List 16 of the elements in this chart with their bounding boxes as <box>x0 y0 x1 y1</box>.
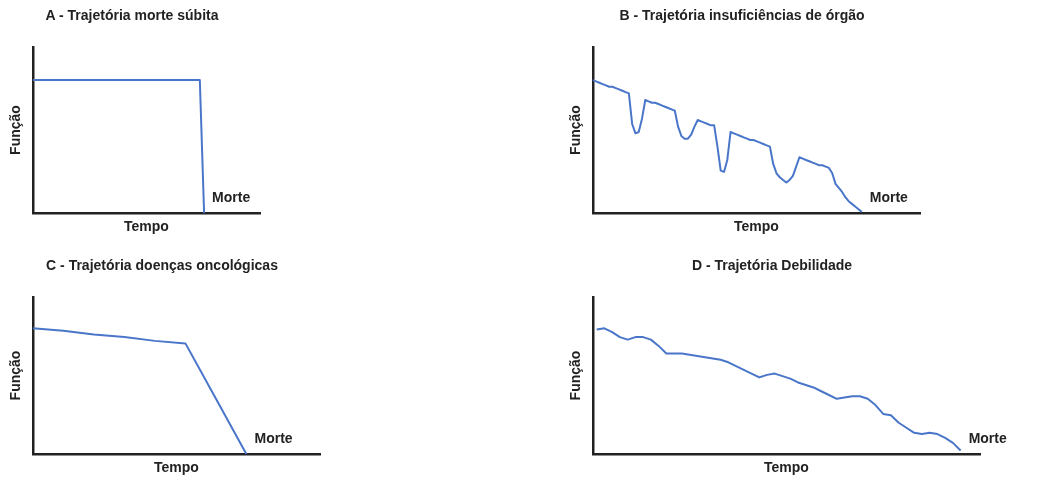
y-axis-title: Função <box>567 105 584 155</box>
text: Morte <box>968 430 1007 447</box>
x-axis-title: Tempo <box>763 459 809 476</box>
y-axis-title: Função <box>7 105 24 155</box>
chart-title: D - Trajetória Debilidade <box>691 257 853 274</box>
y-axis-title: Função <box>567 350 584 401</box>
annotation: Morte <box>254 430 293 447</box>
text: Morte <box>869 189 909 206</box>
y-axis-title: Função <box>7 350 24 401</box>
chart-title: B - Trajetória insuficiências de órgão <box>619 7 865 24</box>
chart-title: A - Trajetória morte súbita <box>45 7 219 24</box>
text: Morte <box>212 189 251 206</box>
x-axis-title: Tempo <box>733 218 779 235</box>
x-axis-title: Tempo <box>153 459 199 476</box>
chart-title: C - Trajetória doenças oncológicas <box>46 257 279 274</box>
x-axis-title: Tempo <box>123 218 169 235</box>
